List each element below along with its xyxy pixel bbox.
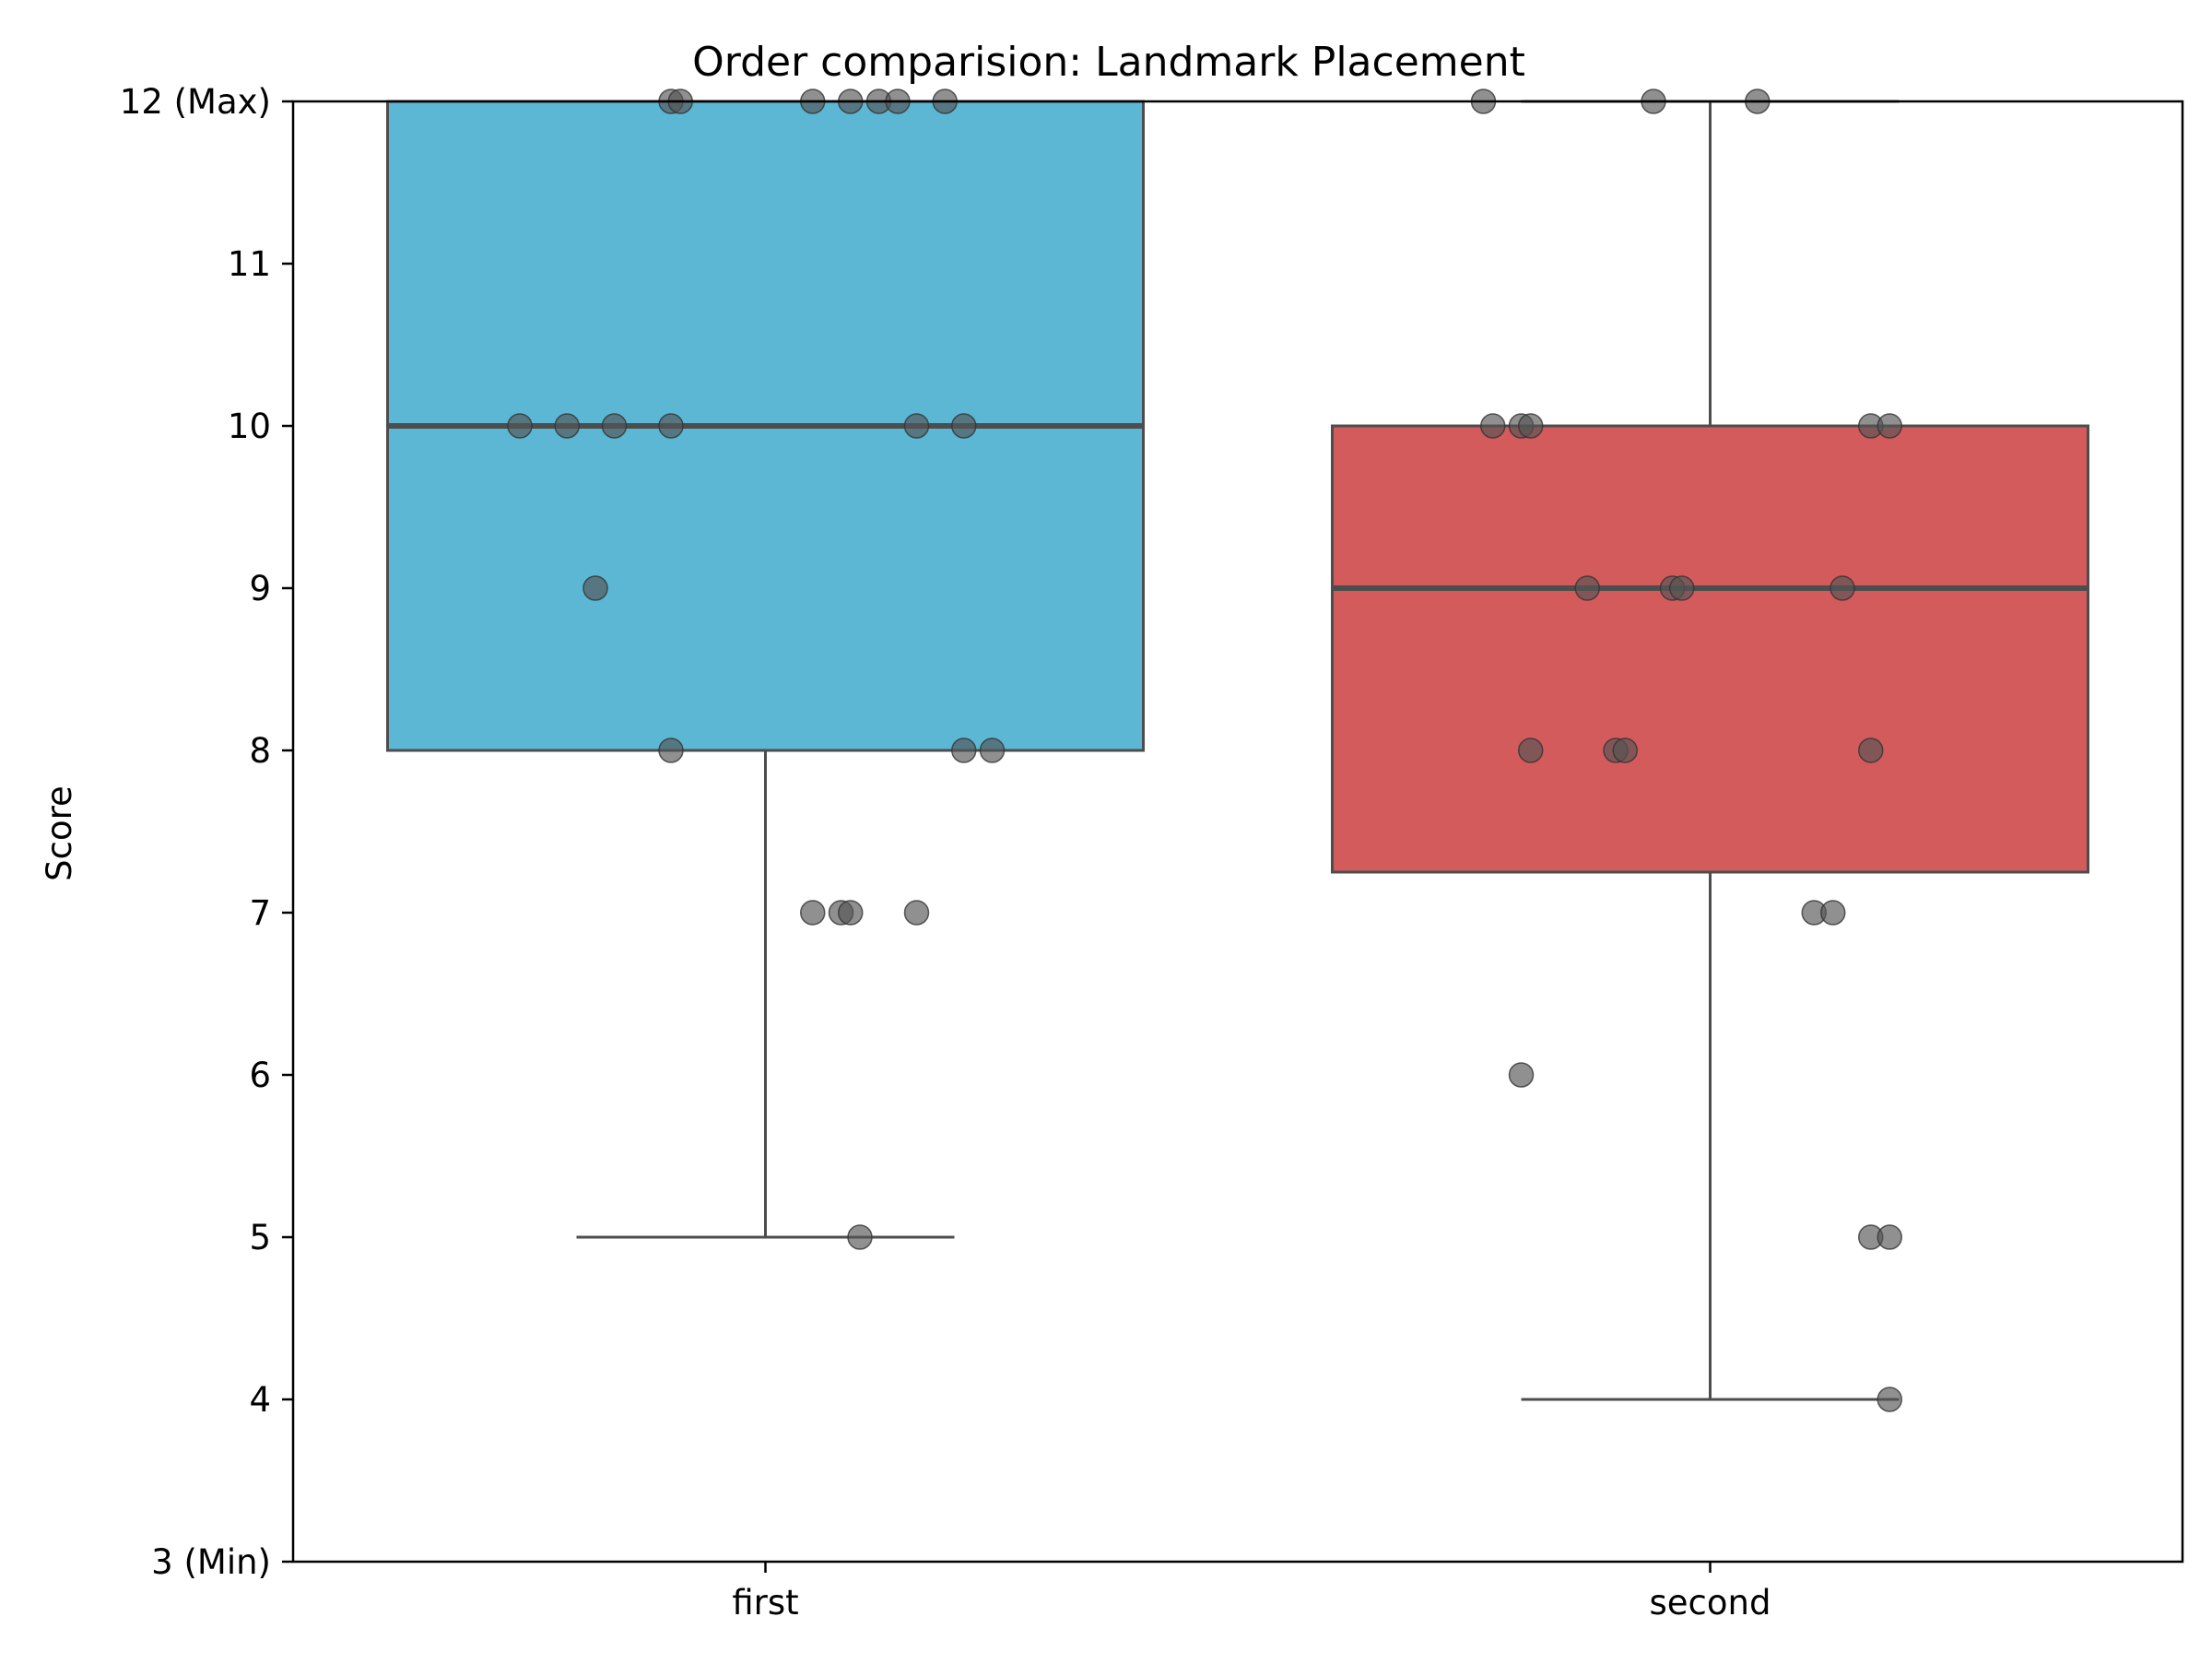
data-point	[1508, 1062, 1535, 1088]
data-point	[1877, 1224, 1902, 1250]
y-tick-label: 5	[249, 1218, 271, 1257]
data-point	[554, 413, 580, 439]
x-tick-label: first	[732, 1583, 798, 1623]
box-group-second	[1331, 89, 2089, 1412]
data-point	[951, 413, 977, 439]
data-point	[838, 900, 864, 926]
data-point	[1612, 738, 1638, 763]
data-point	[1820, 900, 1846, 926]
data-point	[1877, 1387, 1902, 1412]
data-point	[847, 1224, 873, 1250]
data-point	[658, 738, 684, 763]
data-point	[658, 413, 684, 439]
y-tick-label: 3 (Min)	[151, 1542, 271, 1582]
data-point	[1877, 413, 1902, 439]
data-point	[507, 413, 533, 439]
y-tick-label: 10	[228, 407, 271, 446]
y-tick-label: 6	[249, 1056, 271, 1095]
data-point	[1518, 738, 1544, 763]
axes: 3 (Min) 4 5 6 7 8 9 10 11 12 (Max) first second	[120, 82, 1771, 1623]
x-tick-label: second	[1650, 1583, 1771, 1623]
data-point	[951, 738, 977, 763]
data-point	[903, 900, 930, 926]
data-point	[1518, 413, 1544, 439]
y-tick-label: 9	[249, 569, 271, 608]
y-axis-label: Score	[40, 785, 79, 881]
plot-area	[386, 89, 2089, 1412]
y-tick-label: 8	[249, 731, 271, 771]
data-point	[979, 738, 1006, 763]
data-point	[903, 413, 930, 439]
y-tick-label: 4	[249, 1380, 271, 1420]
data-point	[1858, 738, 1884, 763]
data-point	[1669, 575, 1695, 601]
data-point	[800, 900, 826, 926]
data-point	[1480, 413, 1506, 439]
chart-title: Order comparision: Landmark Placement	[692, 39, 1525, 86]
data-point	[601, 413, 628, 439]
data-point	[1830, 575, 1855, 601]
data-point	[582, 575, 608, 601]
data-point	[1574, 575, 1600, 601]
box-group-first	[386, 89, 1145, 1250]
plot-frame	[291, 100, 2184, 1564]
y-tick-label: 11	[228, 244, 271, 284]
box-second	[1331, 424, 2089, 874]
y-tick-label: 7	[249, 893, 271, 933]
y-tick-label: 12 (Max)	[120, 82, 271, 122]
